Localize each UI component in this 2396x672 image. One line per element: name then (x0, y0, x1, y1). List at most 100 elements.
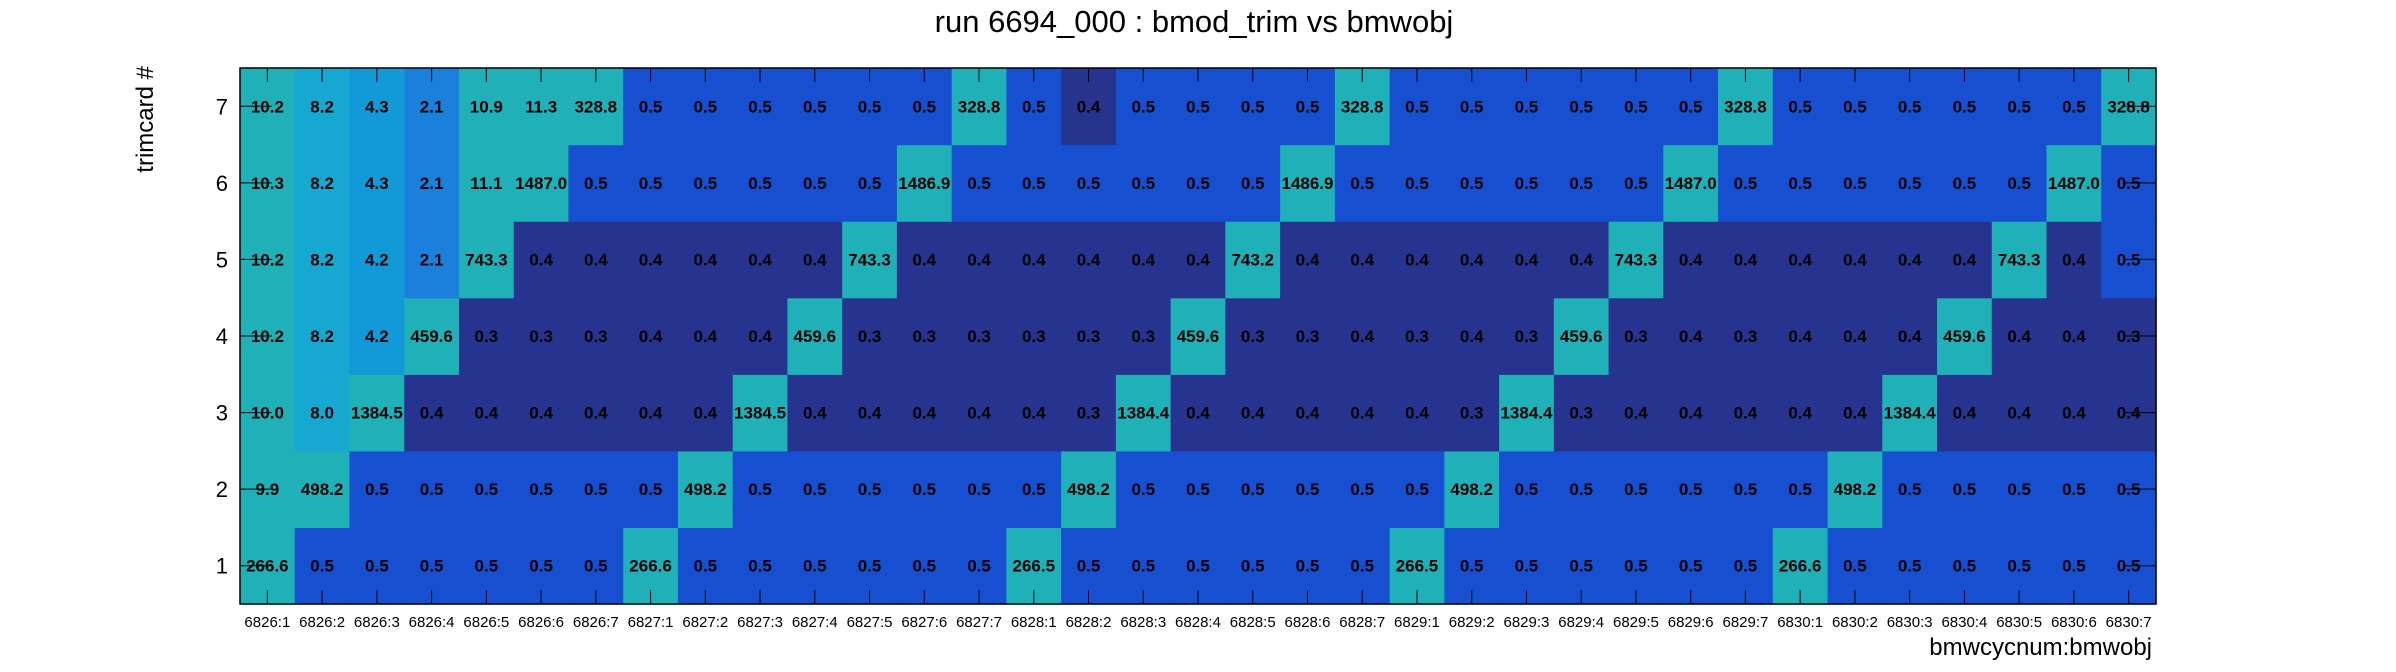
cell-value-label: 0.5 (858, 174, 882, 193)
heatmap-cell (349, 374, 405, 452)
heatmap-cell (1061, 374, 1117, 452)
heatmap-cell (732, 450, 789, 529)
cell-value-label: 0.4 (967, 250, 991, 269)
cell-value-label: 0.4 (584, 250, 608, 269)
cell-value-label: 0.4 (1679, 250, 1703, 269)
cell-value-label: 0.5 (1953, 557, 1977, 576)
cell-value-label: 328.8 (2107, 97, 2150, 116)
heatmap-cell (568, 144, 624, 222)
cell-value-label: 2.1 (420, 250, 444, 269)
x-tick-labels: 6826:1 6826:2 6826:3 6826:4 6826:5 6826:6 6826… (244, 614, 2151, 631)
cell-value-label: 743.2 (1231, 250, 1274, 269)
heatmap-cell (896, 297, 953, 375)
heatmap-cell (951, 297, 1007, 375)
cell-value-label: 0.5 (1241, 97, 1265, 116)
cell-value-label: 0.5 (1624, 174, 1648, 193)
cell-value-label: 0.5 (1624, 557, 1648, 576)
cell-value-label: 0.5 (1679, 480, 1703, 499)
heatmap-cell (294, 450, 351, 529)
heatmap-cell (1718, 297, 1774, 375)
x-tick-label: 6829:1 (1394, 614, 1440, 631)
cell-value-label: 0.5 (1186, 174, 1210, 193)
heatmap-cell (1882, 297, 1938, 375)
cell-value-label: 0.5 (1624, 480, 1648, 499)
x-tick-label: 6828:4 (1175, 614, 1221, 631)
cell-value-label: 1487.0 (2048, 174, 2100, 193)
cell-value-label: 0.4 (1734, 250, 1758, 269)
cell-value-label: 0.4 (693, 327, 717, 346)
cell-value-label: 266.6 (246, 557, 289, 576)
heatmap-cell (1006, 144, 1062, 222)
cell-value-label: 0.5 (1296, 480, 1320, 499)
heatmap-cell (623, 144, 679, 222)
cell-value-label: 0.5 (1679, 97, 1703, 116)
cell-value-label: 328.8 (958, 97, 1001, 116)
cell-value-label: 10.2 (251, 250, 284, 269)
cell-value-label: 0.5 (584, 557, 608, 576)
cell-value-label: 0.4 (1898, 250, 1922, 269)
cell-value-label: 0.5 (475, 557, 499, 576)
heatmap-cell (1608, 221, 1664, 299)
cell-value-label: 0.5 (967, 557, 991, 576)
heatmap-cell (1389, 374, 1445, 452)
cell-value-label: 0.5 (1077, 174, 1101, 193)
cell-value-label: 0.5 (1898, 480, 1922, 499)
y-tick-labels: 1 2 3 4 5 6 7 (216, 94, 228, 578)
cell-value-label: 0.5 (475, 480, 499, 499)
cell-value-label: 0.4 (1350, 327, 1374, 346)
y-axis-title: trimcard # (132, 65, 159, 172)
cell-value-label: 743.3 (1998, 250, 2041, 269)
heatmap-cell (1882, 221, 1938, 299)
cell-value-label: 0.4 (1788, 327, 1812, 346)
heatmap-cell (513, 221, 570, 299)
heatmap-cell (1718, 221, 1774, 299)
x-tick-label: 6829:7 (1722, 614, 1768, 631)
heatmap-cell (677, 144, 734, 222)
heatmap-cell (1170, 450, 1226, 529)
heatmap-cell (1170, 374, 1226, 452)
heatmap-cell (1389, 221, 1445, 299)
cell-value-label: 0.4 (1460, 327, 1484, 346)
cell-value-label: 498.2 (684, 480, 727, 499)
heatmap-cell (349, 450, 405, 529)
cell-value-label: 0.5 (420, 557, 444, 576)
cell-value-label: 0.5 (1460, 174, 1484, 193)
cell-value-label: 8.2 (310, 327, 334, 346)
heatmap-cell (1061, 297, 1117, 375)
cell-value-label: 0.5 (912, 480, 936, 499)
cell-value-label: 10.2 (251, 97, 284, 116)
heatmap-cell (896, 374, 953, 452)
heatmap-cell (732, 144, 789, 222)
heatmap-cell (1827, 221, 1883, 299)
heatmap-cell (1499, 221, 1555, 299)
cell-value-label: 328.8 (575, 97, 618, 116)
cell-value-label: 0.4 (1679, 327, 1703, 346)
heatmap-cell (404, 144, 460, 222)
cell-value-label: 498.2 (1834, 480, 1877, 499)
cell-value-label: 0.3 (1022, 327, 1046, 346)
heatmap-cell (1444, 374, 1500, 452)
x-tick-label: 6828:7 (1339, 614, 1385, 631)
heatmap-cell (458, 450, 515, 529)
heatmap-cell (1006, 297, 1062, 375)
x-tick-label: 6826:3 (354, 614, 400, 631)
heatmap-cell (1827, 297, 1883, 375)
heatmap-cell (1115, 144, 1172, 222)
y-tick-label: 5 (216, 247, 228, 272)
heatmap-cell (1170, 297, 1226, 375)
heatmap-cell (1061, 221, 1117, 299)
cell-value-label: 0.5 (693, 97, 717, 116)
cell-value-label: 0.4 (1077, 97, 1101, 116)
heatmap-cell (1718, 374, 1774, 452)
x-tick-label: 6830:6 (2051, 614, 2097, 631)
cell-value-label: 0.5 (1734, 557, 1758, 576)
heatmap-cell (787, 450, 843, 529)
heatmap-cell (1663, 144, 1719, 222)
heatmap-cell (513, 450, 570, 529)
cell-value-label: 0.5 (1241, 557, 1265, 576)
cell-value-label: 0.4 (1788, 250, 1812, 269)
cell-value-label: 1384.4 (1117, 404, 1170, 423)
cell-value-label: 0.5 (529, 480, 553, 499)
x-tick-label: 6829:4 (1558, 614, 1604, 631)
cell-value-label: 743.3 (465, 250, 508, 269)
